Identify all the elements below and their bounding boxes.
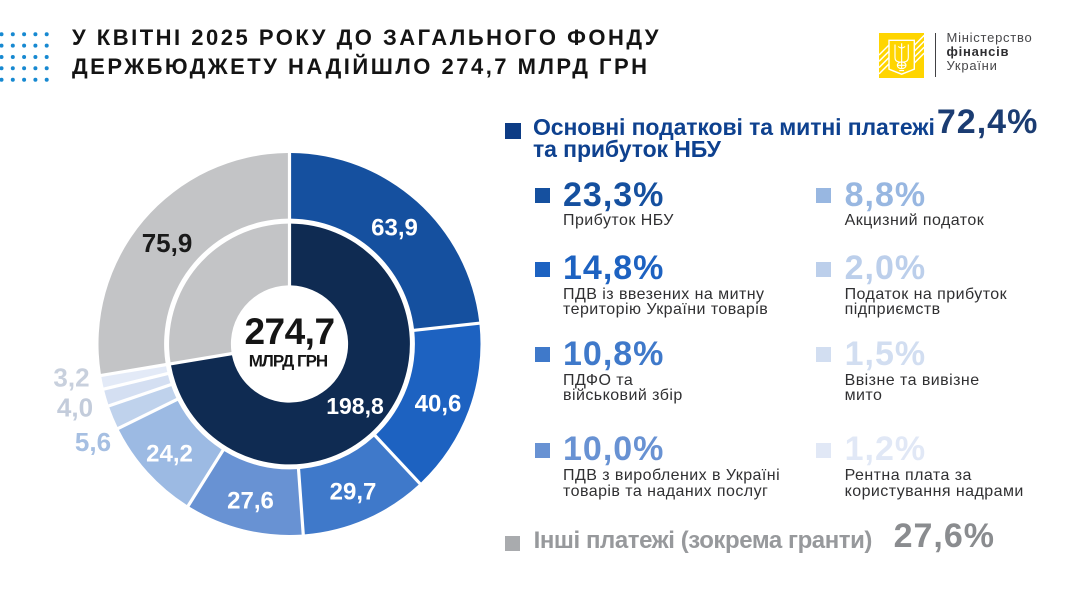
svg-text:29,7: 29,7 — [330, 479, 377, 506]
svg-text:274,7: 274,7 — [244, 311, 334, 352]
svg-text:63,9: 63,9 — [371, 215, 418, 242]
svg-text:4,0: 4,0 — [57, 392, 93, 422]
svg-text:75,9: 75,9 — [142, 228, 193, 258]
svg-text:3,2: 3,2 — [53, 363, 89, 393]
svg-text:40,6: 40,6 — [415, 391, 462, 418]
svg-text:МЛРД ГРН: МЛРД ГРН — [249, 352, 328, 371]
svg-text:198,8: 198,8 — [326, 393, 384, 419]
svg-text:5,6: 5,6 — [75, 427, 111, 457]
svg-text:27,6: 27,6 — [227, 488, 274, 515]
svg-text:24,2: 24,2 — [146, 441, 193, 468]
